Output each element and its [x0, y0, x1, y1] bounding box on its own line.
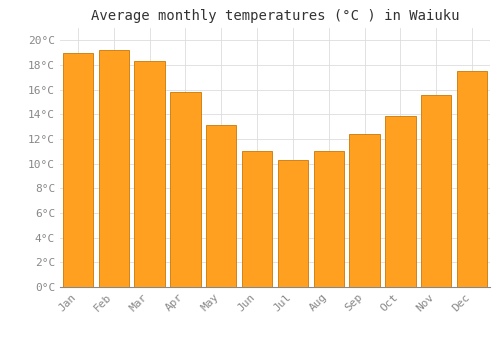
- Bar: [206, 125, 236, 287]
- Bar: [242, 151, 272, 287]
- Bar: [170, 92, 200, 287]
- Bar: [457, 71, 488, 287]
- Bar: [421, 94, 452, 287]
- Bar: [350, 134, 380, 287]
- Bar: [98, 50, 129, 287]
- Title: Average monthly temperatures (°C ) in Waiuku: Average monthly temperatures (°C ) in Wa…: [91, 9, 459, 23]
- Bar: [385, 116, 416, 287]
- Bar: [62, 52, 93, 287]
- Bar: [134, 61, 165, 287]
- Bar: [314, 151, 344, 287]
- Bar: [278, 160, 308, 287]
